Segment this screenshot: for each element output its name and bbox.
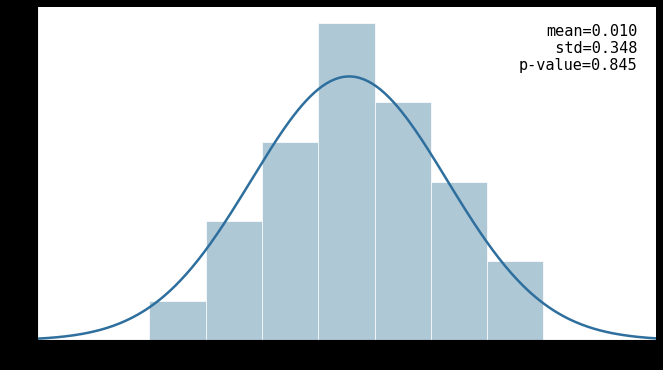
Bar <box>262 142 318 340</box>
Bar <box>149 301 206 340</box>
Bar <box>487 261 544 340</box>
Bar <box>431 182 487 340</box>
Text: mean=0.010
  std=0.348
p-value=0.845: mean=0.010 std=0.348 p-value=0.845 <box>519 24 637 73</box>
Bar <box>206 221 262 340</box>
Bar <box>318 23 375 340</box>
Bar <box>375 102 431 340</box>
